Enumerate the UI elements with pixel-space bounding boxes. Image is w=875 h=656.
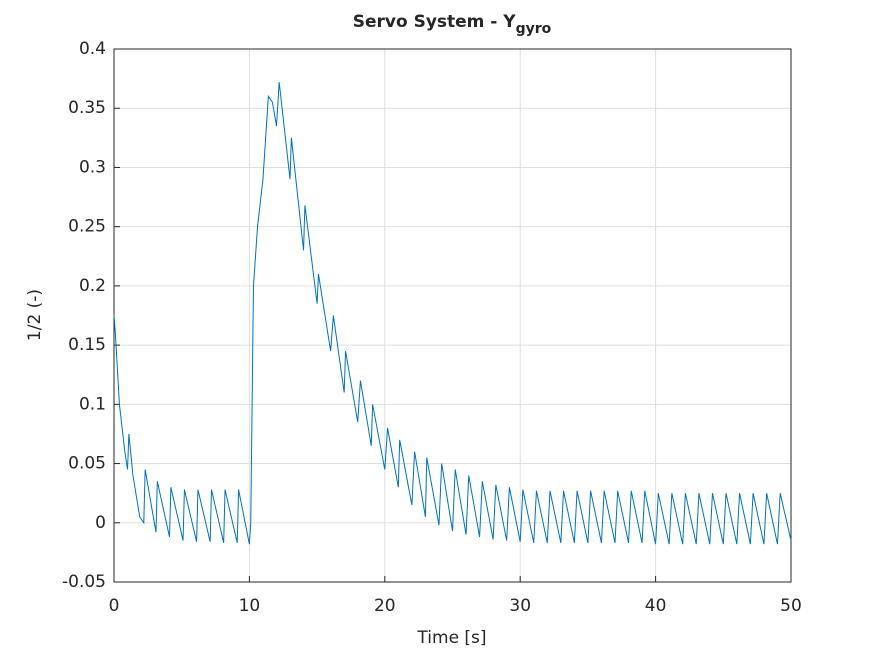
chart-title: Servo System - Ygyro <box>353 12 552 37</box>
y-tick-label: 0.05 <box>68 454 106 474</box>
x-tick-label: 10 <box>239 596 261 616</box>
y-tick-label: 0.15 <box>68 335 106 355</box>
y-tick-label: 0.3 <box>79 157 106 177</box>
y-tick-label: 0.1 <box>79 394 106 414</box>
title-main: Servo System - Y <box>353 12 517 32</box>
x-tick-label: 0 <box>109 596 120 616</box>
y-tick-label: -0.05 <box>62 572 106 592</box>
x-tick-label: 40 <box>645 596 667 616</box>
y-axis-label: 1/2 (-) <box>25 289 45 341</box>
y-tick-label: 0.25 <box>68 217 106 237</box>
title-subscript: gyro <box>516 21 552 37</box>
y-tick-label: 0 <box>95 513 106 533</box>
x-tick-label: 30 <box>509 596 531 616</box>
y-tick-label: 0.2 <box>79 276 106 296</box>
y-tick-label: 0.4 <box>79 39 106 59</box>
data-line <box>113 82 792 545</box>
x-tick-label: 20 <box>374 596 396 616</box>
x-axis-label: Time [s] <box>416 628 486 648</box>
y-tick-label: 0.35 <box>68 98 106 118</box>
x-tick-label: 50 <box>780 596 802 616</box>
